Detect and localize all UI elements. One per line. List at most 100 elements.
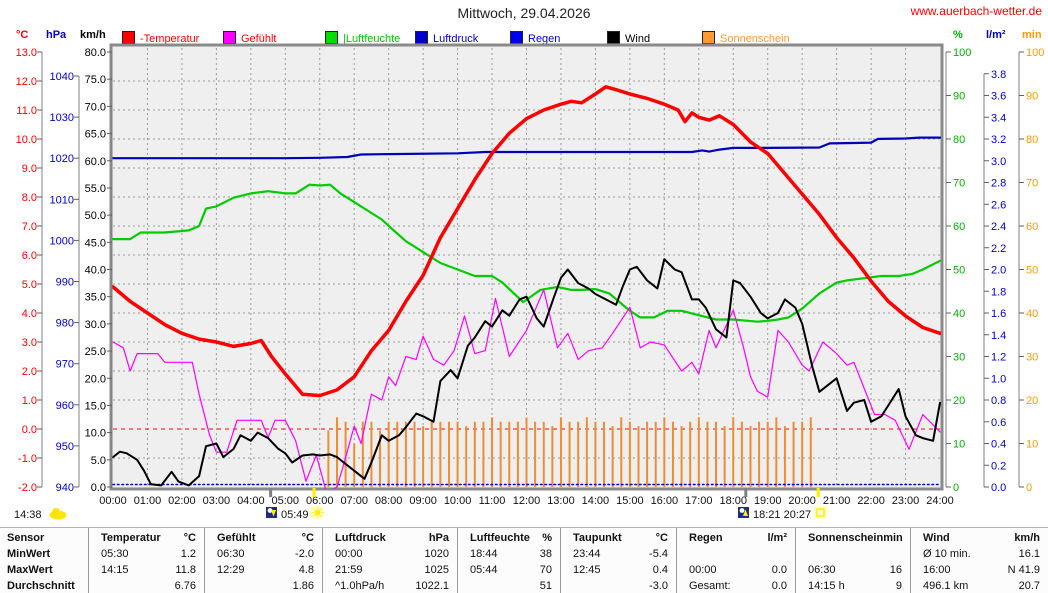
tick-label: 60.0: [85, 156, 106, 168]
tick-label: 35.0: [85, 292, 106, 304]
tick-label: 20.0: [85, 373, 106, 385]
axis-pressure_hpa: 1040 1030 1020 1010 1000 990 980 970 960 950 940: [50, 71, 80, 494]
stat-column-taupunkt: Taupunkt °C 23:44 -5.4 12:45 0.4 -3.0: [560, 528, 676, 593]
axis-unit-lm: l/m²: [986, 29, 1006, 41]
stat-cell: 496.1 km 20.7: [923, 580, 1040, 592]
tick-label: -1.0: [18, 453, 37, 465]
axis-rain_lm2: 3.8 3.6 3.4 3.2 3.0 2.8 2.6 2.4 2.2 2.0 1.8 1.6 1.4 1…: [983, 69, 1006, 494]
tick-label: 0.8: [991, 395, 1006, 407]
tick-label: 55.0: [85, 183, 106, 195]
tick-label: 1.8: [991, 286, 1006, 298]
tick-label: 1.0: [22, 395, 37, 407]
tick-label: 50: [953, 265, 965, 277]
tick-label: 0.0: [22, 424, 37, 436]
tick-label: 25.0: [85, 346, 106, 358]
x-tick-label: 09:00: [409, 495, 437, 507]
axis-unit-min: min: [1022, 29, 1042, 41]
legend-label: Wind: [625, 33, 651, 45]
tick-label: 2.2: [991, 243, 1006, 255]
tick-label: 0.2: [991, 460, 1006, 472]
tick-label: 3.0: [991, 156, 1006, 168]
x-tick-label: 10:00: [444, 495, 472, 507]
x-tick-label: 13:00: [547, 495, 575, 507]
axis-unit-kmh: km/h: [80, 29, 106, 41]
x-tick-label: 16:00: [651, 495, 679, 507]
axis-unit-hPa: hPa: [46, 29, 67, 41]
legend-label: -Temperatur: [140, 33, 200, 45]
tick-label: 3.4: [991, 112, 1006, 124]
x-tick-label: 17:00: [685, 495, 713, 507]
stat-cell: 12:45 0.4: [573, 564, 668, 576]
tick-label: 50.0: [85, 210, 106, 222]
tick-label: 70.0: [85, 101, 106, 113]
stat-column-header: Luftdruck hPa: [335, 532, 449, 544]
series-temperatur: [112, 85, 941, 398]
website-link[interactable]: www.auerbach-wetter.de: [910, 4, 1042, 18]
tick-label: 3.6: [991, 91, 1006, 103]
tick-label: 2.8: [991, 178, 1006, 190]
legend-label: Luftdruck: [433, 33, 479, 45]
tick-label: 1.4: [991, 330, 1006, 342]
stat-cell: 06:30 16: [808, 564, 902, 576]
tick-label: -2.0: [18, 482, 37, 494]
tick-label: 3.0: [22, 337, 37, 349]
tick-label: 1030: [50, 112, 74, 124]
stat-column-temperatur: Temperatur °C 05:30 1.2 14:15 11.8 6.76: [88, 528, 204, 593]
sunrise-time-label: 05:49: [281, 509, 309, 521]
tick-label: 990: [56, 277, 74, 289]
x-tick-label: 22:00: [857, 495, 885, 507]
stat-column-regen: Regen l/m² 00:00 0.0 Gesamt: 0.0: [676, 528, 795, 593]
sunset-times-label: 18:21 20:27: [753, 509, 811, 521]
tick-label: 60: [953, 221, 965, 233]
tick-label: 30.0: [85, 319, 106, 331]
row-label: Sensor: [7, 532, 45, 544]
stat-column-header: Temperatur °C: [101, 532, 196, 544]
series-gefühlt: [112, 289, 941, 489]
stat-cell: -3.0: [649, 580, 668, 592]
x-tick-label: 08:00: [375, 495, 403, 507]
tick-label: 50: [1026, 265, 1038, 277]
legend-item: -Temperatur: [122, 31, 200, 45]
stat-cell: 00:00 0.0: [689, 564, 787, 576]
stat-cell: 05:44 70: [470, 564, 552, 576]
legend-item: Regen: [510, 31, 560, 45]
tick-label: 1020: [50, 153, 74, 165]
x-tick-label: 20:00: [788, 495, 816, 507]
tick-label: 45.0: [85, 237, 106, 249]
tick-label: 1.2: [991, 352, 1006, 364]
moonrise-icon: [738, 507, 749, 518]
legend-item: Sonnenschein: [702, 31, 790, 45]
tick-label: 1040: [50, 71, 74, 83]
tick-label: 9.0: [22, 163, 37, 175]
stat-cell: 00:00 1020: [335, 548, 449, 560]
tick-label: 0: [1026, 482, 1032, 494]
x-axis-labels: 00:00 01:00 02:00 03:00 04:00 05:00 06:00 07:00…: [99, 495, 954, 507]
tick-label: 10: [953, 439, 965, 451]
tick-label: 20: [953, 395, 965, 407]
x-tick-label: 24:00: [926, 495, 954, 507]
tick-label: 70: [953, 178, 965, 190]
baseline-mark: [816, 488, 820, 497]
x-tick-label: 12:00: [513, 495, 541, 507]
sunshine-bars: [327, 417, 812, 487]
stat-column-header: Gefühlt °C: [217, 532, 314, 544]
tick-label: 1.0: [991, 373, 1006, 385]
x-tick-label: 06:00: [306, 495, 334, 507]
series-group: [112, 85, 941, 489]
stat-cell: Gesamt: 0.0: [689, 580, 787, 592]
tick-label: 60: [1026, 221, 1038, 233]
tick-label: 10.0: [85, 428, 106, 440]
tick-label: 75.0: [85, 74, 106, 86]
tick-label: 40.0: [85, 265, 106, 277]
tick-label: 0: [953, 482, 959, 494]
x-tick-label: 05:00: [272, 495, 300, 507]
stat-column-header: Luftfeuchte%: [470, 532, 552, 544]
tick-label: 5.0: [22, 279, 37, 291]
axis-unit-%: %: [953, 29, 963, 41]
tick-label: 40: [1026, 308, 1038, 320]
tick-label: 940: [56, 482, 74, 494]
x-tick-label: 23:00: [892, 495, 920, 507]
stat-cell: 16:00 N 41.9: [923, 564, 1040, 576]
